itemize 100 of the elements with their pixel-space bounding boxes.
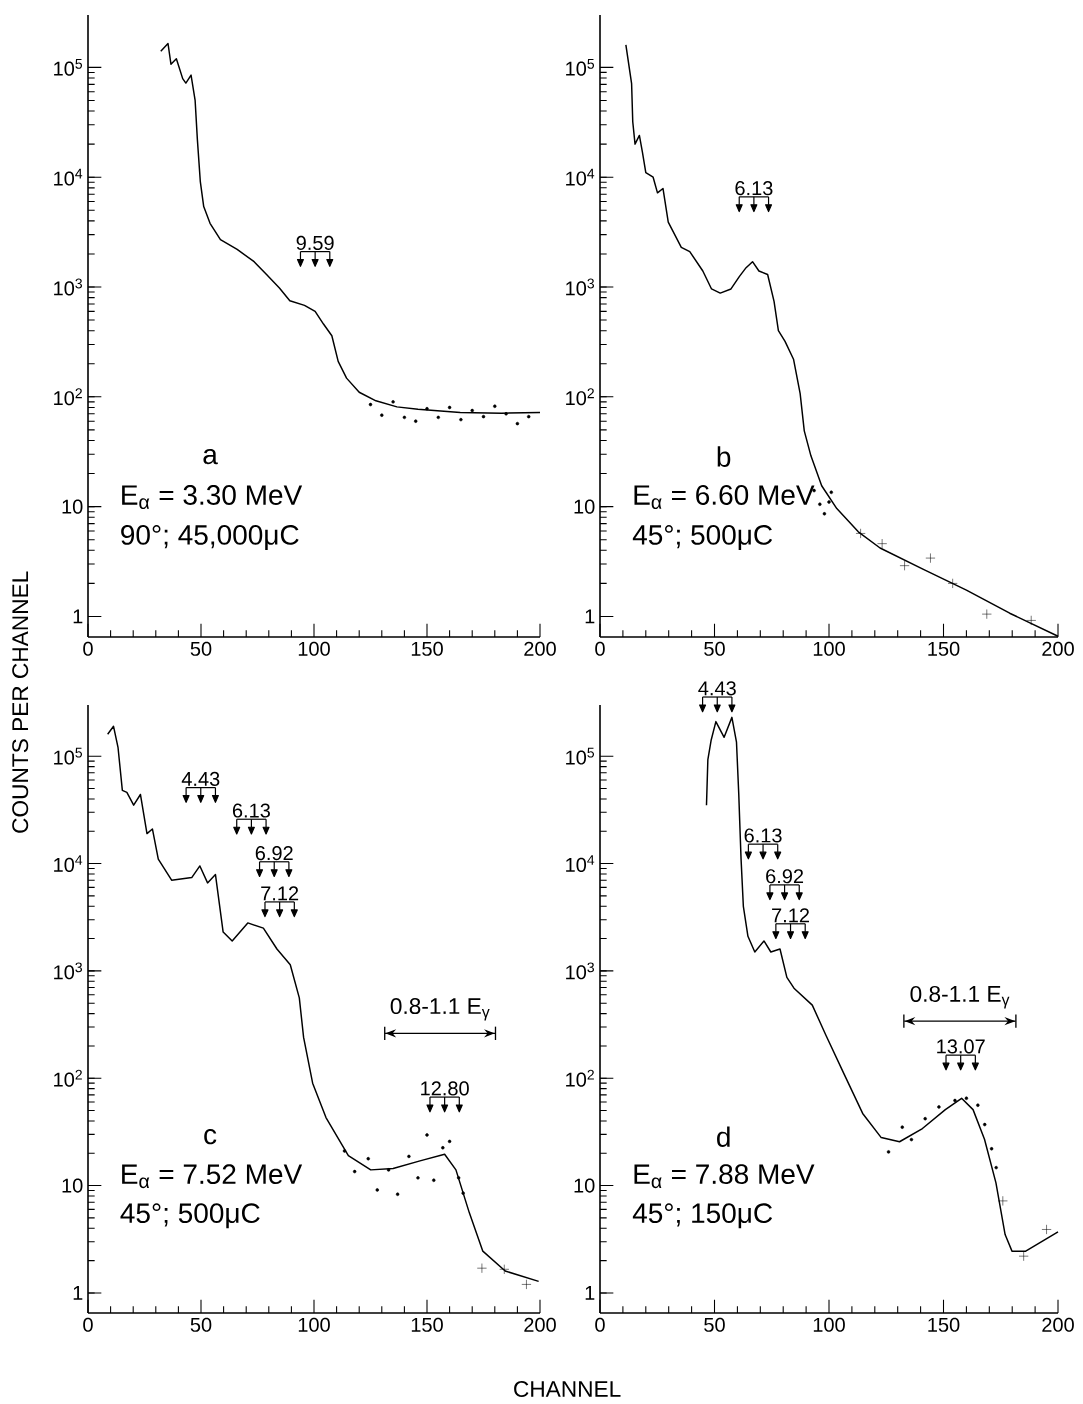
point (1041, 1224, 1052, 1235)
y-tick-label: 10$^{2}$ (54, 388, 82, 406)
x-tick-label: 100 (298, 641, 330, 656)
point (366, 1156, 370, 1161)
y-tick-label: 10$^{3}$ (566, 278, 595, 296)
x-tick-label: 0 (83, 641, 93, 656)
point (481, 414, 486, 419)
line-series (106, 725, 540, 1283)
point (447, 1139, 452, 1144)
x-tick-label: 0 (595, 641, 605, 656)
point (461, 1191, 465, 1195)
annotation: 9.59 (296, 235, 334, 251)
point (342, 1149, 347, 1153)
y-tick-label: 10$^{3}$ (566, 962, 595, 980)
point (441, 1146, 445, 1150)
point (380, 413, 384, 417)
annotation: 4.43 (181, 771, 220, 786)
point (899, 560, 910, 571)
annotation: 6.13 (735, 181, 773, 196)
point (818, 502, 822, 507)
point (923, 1116, 927, 1121)
y-tick-label: 10$^{5}$ (566, 59, 595, 76)
x-tick-label: 150 (928, 641, 960, 656)
point (1026, 615, 1037, 626)
x-axis-title: CHANNEL (514, 1380, 621, 1398)
annotation: 7.12 (772, 908, 809, 923)
x-tick-label: 100 (813, 1317, 845, 1332)
point (526, 414, 531, 419)
point (352, 1169, 357, 1174)
point (459, 417, 463, 422)
annotation: E$_{α}$ = 6.60 MeV (634, 485, 815, 509)
x-tick-label: 0 (595, 1317, 605, 1332)
annotation: 7.12 (261, 886, 299, 901)
point (953, 1098, 957, 1103)
x-tick-label: 50 (190, 641, 212, 656)
point (402, 415, 407, 420)
point (877, 538, 888, 549)
y-tick-label: 10 (574, 499, 595, 514)
point (391, 400, 395, 404)
annotation: 12.80 (421, 1081, 469, 1096)
x-tick-label: 200 (1042, 1317, 1074, 1332)
x-tick-label: 50 (704, 641, 725, 656)
point (416, 1176, 420, 1180)
y-tick-label: 10$^{4}$ (566, 168, 595, 186)
point (937, 1105, 941, 1109)
point (827, 500, 831, 504)
point (456, 1176, 461, 1180)
point (981, 609, 992, 620)
x-tick-label: 50 (704, 1317, 725, 1332)
point (829, 490, 834, 495)
point (413, 419, 418, 423)
annotation: 6.92 (255, 846, 293, 861)
point (947, 578, 958, 589)
y-tick-label: 10 (574, 1178, 595, 1193)
point (476, 1263, 487, 1274)
y-tick-label: 10$^{3}$ (54, 278, 83, 296)
x-tick-label: 0 (83, 1317, 93, 1332)
y-tick-label: 10$^{5}$ (54, 59, 83, 76)
annotation: c (204, 1129, 217, 1145)
x-tick-label: 200 (524, 1317, 556, 1332)
point (432, 1178, 436, 1183)
point (982, 1122, 987, 1127)
point (521, 1279, 532, 1290)
point (375, 1188, 380, 1192)
annotation: 6.13 (744, 828, 782, 843)
annotation: 0.8-1.1 E$_{γ}$ (910, 985, 1010, 1009)
point (499, 1264, 510, 1275)
y-tick-label: 1 (73, 1286, 83, 1300)
annotation: E$_{α}$ = 3.30 MeV (122, 485, 303, 509)
point (493, 404, 497, 409)
y-tick-label: 1 (585, 1286, 595, 1300)
x-tick-label: 200 (1042, 641, 1074, 656)
point (997, 1195, 1008, 1206)
point (436, 415, 441, 420)
point (368, 402, 373, 407)
annotation: E$_{α}$ = 7.88 MeV (634, 1164, 815, 1189)
point (909, 1137, 914, 1142)
point (386, 1168, 391, 1172)
annotation: 45°; 500μC (120, 1203, 260, 1229)
annotation: 13.07 (937, 1039, 985, 1054)
y-tick-label: 10$^{5}$ (566, 747, 595, 765)
point (994, 1165, 998, 1170)
point (447, 405, 452, 410)
y-tick-label: 10$^{4}$ (566, 855, 595, 872)
y-tick-label: 10$^{2}$ (566, 388, 594, 406)
annotation: 6.13 (232, 803, 270, 818)
x-tick-label: 50 (190, 1317, 212, 1332)
x-tick-label: 100 (813, 641, 845, 656)
point (855, 528, 866, 539)
annotation: 90°; 45,000μC (121, 525, 299, 550)
x-tick-label: 200 (524, 641, 556, 656)
x-tick-label: 100 (298, 1317, 330, 1332)
annotation: E$_{α}$ = 7.52 MeV (122, 1164, 303, 1189)
y-tick-label: 10$^{4}$ (54, 855, 83, 872)
y-tick-label: 1 (73, 609, 83, 624)
point (407, 1154, 411, 1159)
y-tick-label: 10 (62, 499, 83, 514)
annotation: d (717, 1126, 730, 1147)
point (425, 1133, 429, 1137)
point (989, 1147, 994, 1151)
